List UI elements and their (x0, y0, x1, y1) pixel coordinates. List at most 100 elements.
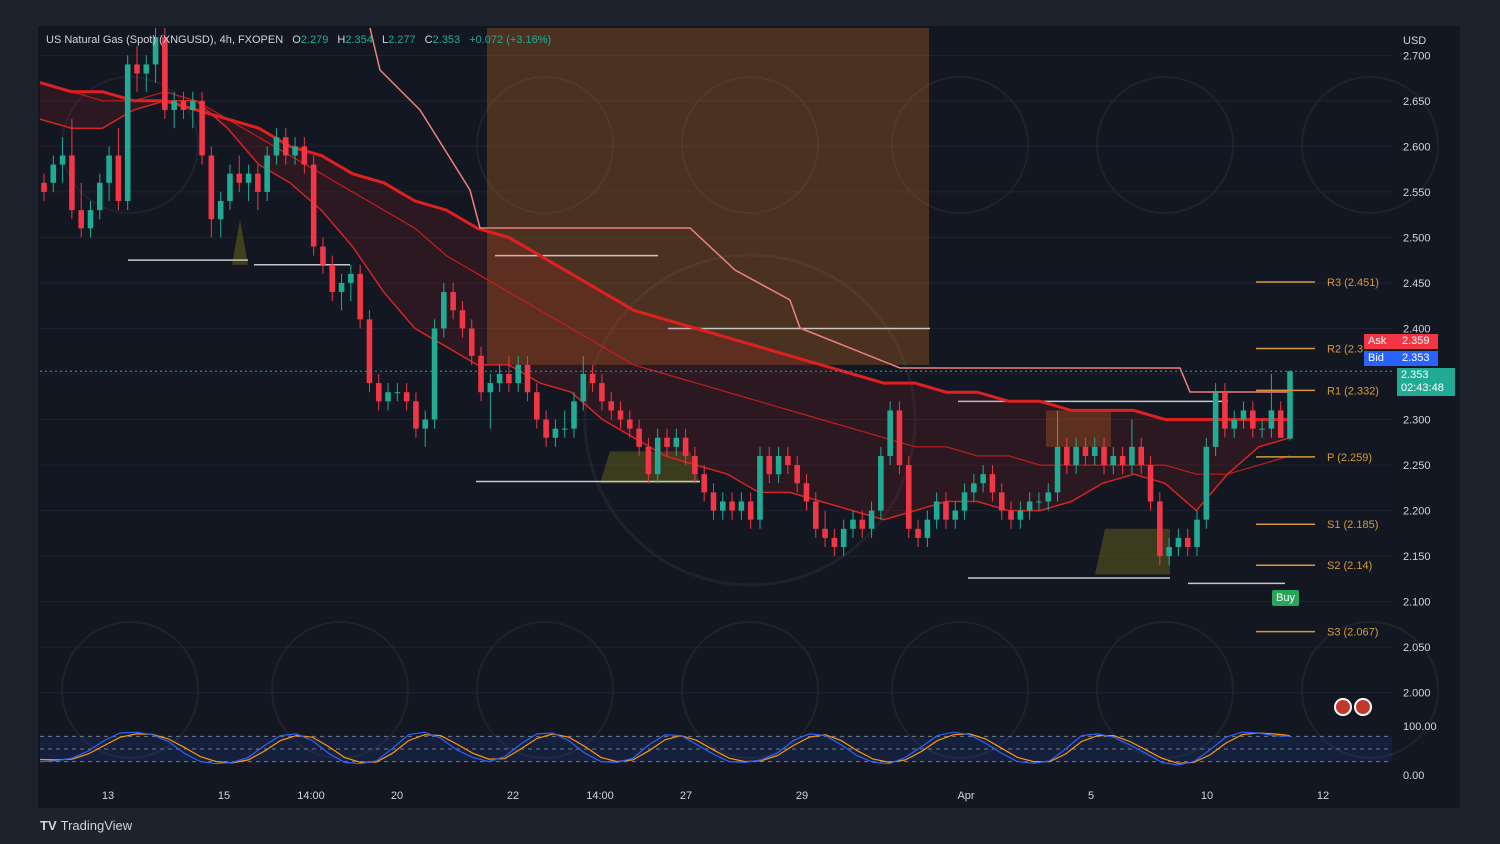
candle-body (747, 501, 754, 520)
price-tick-label: 2.600 (1403, 141, 1431, 153)
candle-body (971, 483, 977, 493)
candle-body (915, 528, 921, 538)
low-label: L (381, 34, 389, 46)
candle-body (664, 437, 670, 447)
supply-demand-zones (128, 28, 1285, 585)
buy-signal-badge[interactable]: Buy (1272, 590, 1299, 606)
watermark-badge (891, 76, 1029, 214)
candle-body (822, 528, 828, 538)
price-tick-label: 2.300 (1403, 415, 1431, 427)
price-tick-label: 2.150 (1403, 551, 1431, 563)
price-tick-label: 2.050 (1403, 642, 1431, 654)
candle-body (1101, 446, 1107, 466)
candle-body (1268, 410, 1275, 429)
watermark-badge (1301, 621, 1439, 759)
candle-body (1203, 446, 1210, 520)
us-event-flag-icon[interactable] (1354, 698, 1372, 716)
candle-body (710, 492, 717, 511)
watermark-badge (1301, 76, 1439, 214)
candle-body (264, 155, 270, 192)
change-value: +0.072 (+3.16%) (469, 34, 552, 46)
candle-body (357, 273, 363, 320)
candle-body (208, 155, 215, 220)
candle-body (1119, 455, 1126, 466)
time-tick-label: 5 (1088, 790, 1094, 802)
candle-body (654, 437, 661, 475)
candle-body (310, 164, 317, 247)
ema-fast-line (39, 100, 1291, 521)
tradingview-logo[interactable]: TV TradingView (40, 818, 132, 833)
candle-body (87, 210, 94, 229)
pivot-label: S3 (2.067) (1327, 627, 1378, 639)
candles-layer[interactable] (40, 28, 1392, 566)
price-tick-label: 2.400 (1403, 323, 1431, 335)
candle-body (803, 483, 810, 502)
candle-body (236, 173, 243, 183)
candle-body (487, 383, 494, 393)
candle-body (134, 64, 140, 74)
watermark-badge (271, 621, 409, 759)
candle-body (227, 173, 233, 201)
time-tick-label: 27 (680, 790, 692, 802)
candle-body (162, 37, 168, 110)
candle-body (273, 137, 280, 156)
bid-price: 2.353 (1398, 351, 1438, 366)
candle-body (431, 328, 438, 420)
candle-body (1277, 410, 1284, 438)
close-label: C (424, 34, 433, 46)
candle-body (441, 292, 447, 329)
time-axis[interactable]: 13 15 14:00 20 22 14:00 27 29 Apr 5 10 12 (102, 790, 1329, 802)
time-tick-label: 22 (507, 790, 519, 802)
candle-body (692, 455, 698, 475)
low-value: 2.277 (388, 34, 416, 46)
open-value: 2.279 (300, 34, 329, 46)
candle-body (1250, 410, 1256, 429)
candle-body (97, 182, 103, 211)
supply-zone (1046, 410, 1111, 447)
pivot-label: S1 (2.185) (1327, 519, 1378, 531)
candle-body (422, 419, 429, 429)
candle-body (78, 210, 84, 229)
candle-body (840, 528, 847, 547)
price-axis[interactable]: USD 2.700 2.650 2.600 2.550 2.500 2.450 2.400 2.… (1403, 35, 1437, 782)
time-tick-label: 15 (218, 790, 230, 802)
candle-body (924, 519, 931, 538)
candle-body (794, 465, 800, 484)
candle-body (738, 501, 745, 511)
candle-body (496, 374, 503, 384)
ask-label: Ask (1364, 334, 1402, 349)
candle-body (1147, 465, 1154, 502)
pivot-label: P (2.259) (1327, 452, 1372, 464)
candle-body (124, 64, 131, 201)
candle-body (831, 537, 838, 547)
candle-body (729, 501, 735, 511)
candle-body (69, 155, 75, 211)
candle-body (943, 501, 949, 520)
us-event-flag-icon[interactable] (1334, 698, 1352, 716)
candle-body (245, 173, 252, 183)
stoch-d-line (39, 732, 1291, 764)
candle-body (1026, 501, 1033, 511)
candle-body (599, 383, 605, 402)
candle-body (375, 383, 382, 402)
candle-body (1212, 392, 1219, 447)
candle-body (348, 273, 354, 283)
stoch-k-line (39, 731, 1291, 766)
symbol-title[interactable]: US Natural Gas (Spot) (XNGUSD), 4h, FXOP… (46, 34, 284, 46)
candle-body (701, 474, 707, 493)
symbol-legend[interactable]: US Natural Gas (Spot) (XNGUSD), 4h, FXOP… (46, 34, 551, 46)
candle-body (524, 364, 531, 393)
candle-body (329, 264, 336, 293)
candle-body (933, 501, 940, 520)
candle-body (859, 519, 866, 529)
candle-body (106, 155, 112, 183)
candle-body (1110, 455, 1117, 466)
price-tick-label: 2.500 (1403, 232, 1431, 244)
currency-label: USD (1403, 35, 1426, 47)
candle-body (50, 164, 57, 183)
time-tick-label: 12 (1317, 790, 1329, 802)
candle-body (534, 392, 540, 420)
candle-body (627, 419, 633, 429)
pivot-label: R3 (2.451) (1327, 277, 1379, 289)
